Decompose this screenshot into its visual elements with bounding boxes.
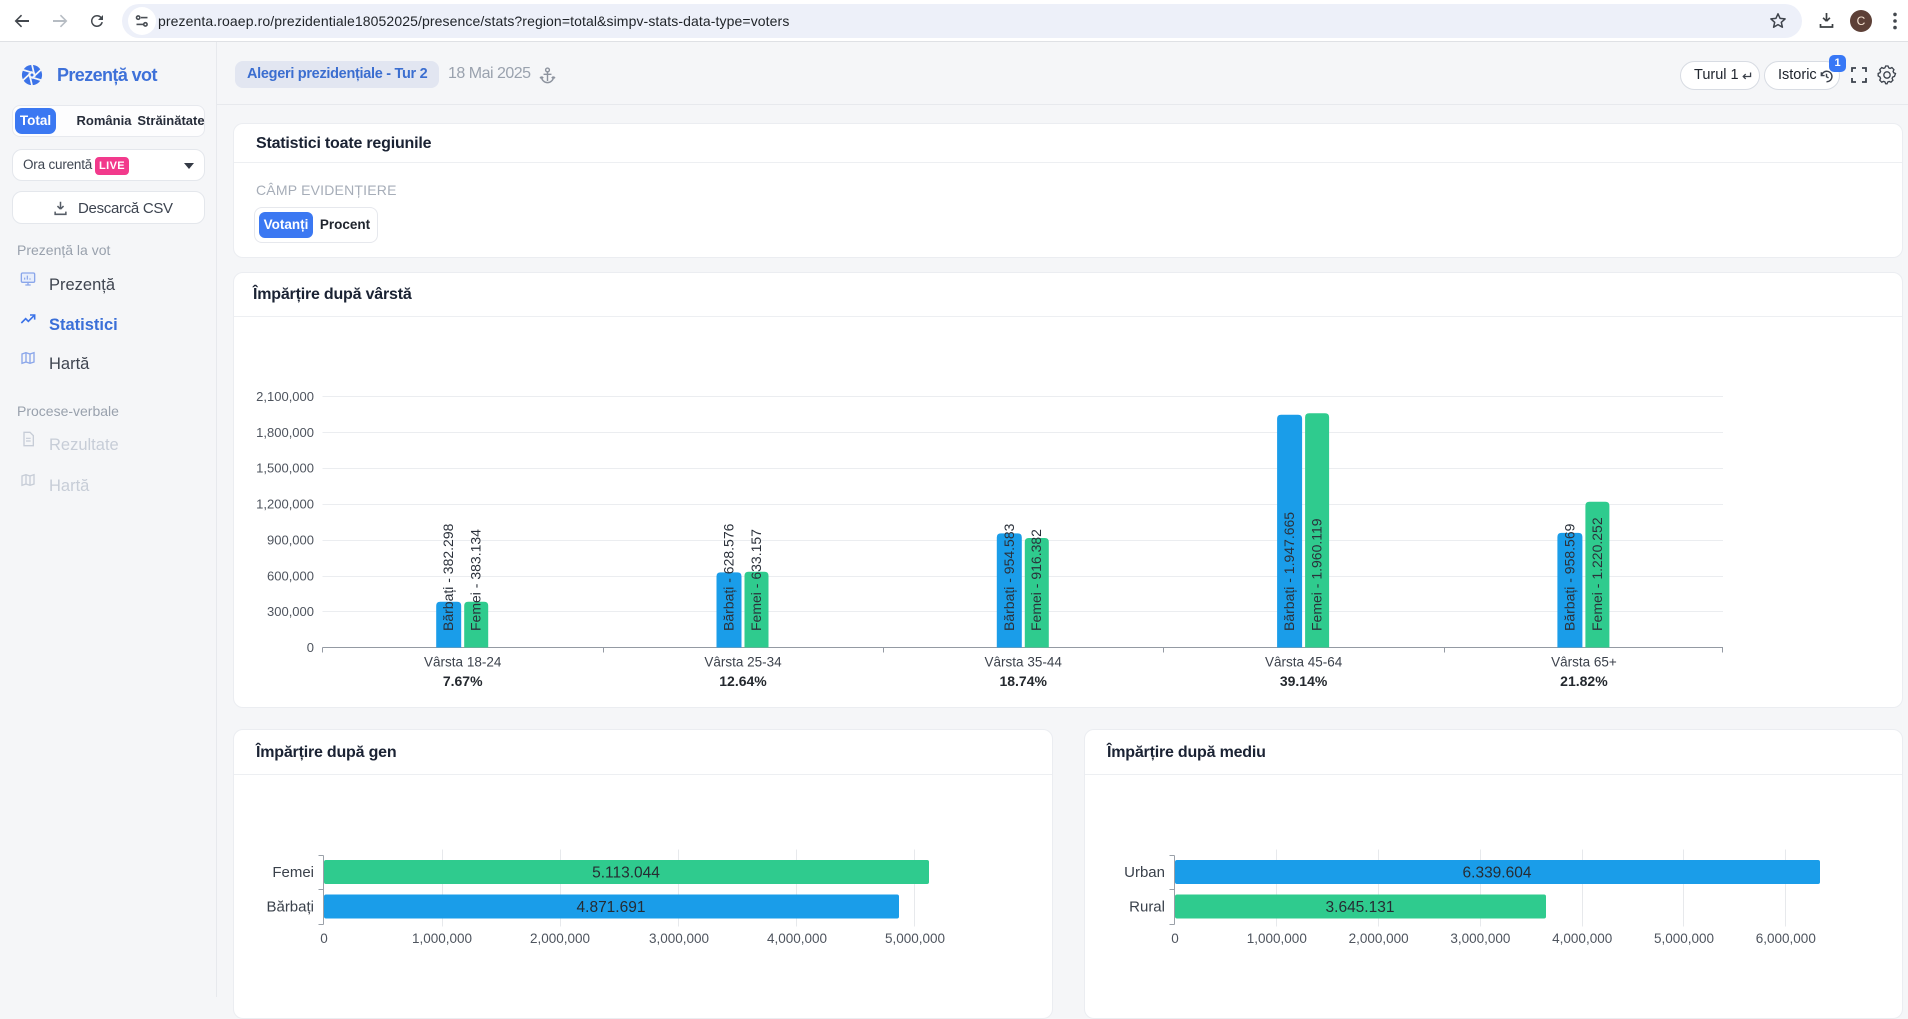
svg-text:Femei - 1.220.252: Femei - 1.220.252 xyxy=(1589,517,1605,631)
svg-text:Urban: Urban xyxy=(1124,864,1165,881)
svg-text:0: 0 xyxy=(320,931,328,946)
svg-text:Femei - 916.382: Femei - 916.382 xyxy=(1028,529,1044,631)
svg-text:Femei - 383.134: Femei - 383.134 xyxy=(468,529,484,631)
svg-text:1,500,000: 1,500,000 xyxy=(256,461,314,476)
svg-text:5,000,000: 5,000,000 xyxy=(1654,931,1714,946)
svg-text:1,000,000: 1,000,000 xyxy=(412,931,472,946)
svg-text:900,000: 900,000 xyxy=(267,532,314,547)
svg-text:Bărbați - 954.583: Bărbați - 954.583 xyxy=(1001,523,1017,631)
svg-text:4.871.691: 4.871.691 xyxy=(577,899,646,916)
svg-text:5.113.044: 5.113.044 xyxy=(592,865,660,882)
svg-text:4,000,000: 4,000,000 xyxy=(1552,931,1612,946)
svg-text:5,000,000: 5,000,000 xyxy=(885,931,945,946)
svg-text:3,000,000: 3,000,000 xyxy=(1450,931,1510,946)
svg-text:6.339.604: 6.339.604 xyxy=(1463,865,1532,882)
svg-text:4,000,000: 4,000,000 xyxy=(767,931,827,946)
svg-text:300,000: 300,000 xyxy=(267,604,314,619)
svg-text:Bărbați - 958.569: Bărbați - 958.569 xyxy=(1561,523,1577,631)
svg-text:2,000,000: 2,000,000 xyxy=(530,931,590,946)
svg-text:Femei - 633.157: Femei - 633.157 xyxy=(748,529,764,631)
svg-text:1,000,000: 1,000,000 xyxy=(1247,931,1307,946)
svg-text:6,000,000: 6,000,000 xyxy=(1756,931,1816,946)
svg-text:2,000,000: 2,000,000 xyxy=(1349,931,1409,946)
svg-text:Vârsta 45-64: Vârsta 45-64 xyxy=(1265,655,1343,670)
svg-text:Vârsta 25-34: Vârsta 25-34 xyxy=(704,655,782,670)
svg-text:Rural: Rural xyxy=(1129,899,1165,916)
svg-text:Femei: Femei xyxy=(272,864,314,881)
svg-text:2,100,000: 2,100,000 xyxy=(256,389,314,404)
svg-text:0: 0 xyxy=(1171,931,1179,946)
svg-text:600,000: 600,000 xyxy=(267,568,314,583)
svg-text:Vârsta 35-44: Vârsta 35-44 xyxy=(985,655,1063,670)
svg-text:Bărbați: Bărbați xyxy=(266,899,314,916)
svg-text:Vârsta 18-24: Vârsta 18-24 xyxy=(424,655,502,670)
svg-text:0: 0 xyxy=(307,640,314,655)
svg-text:Bărbați - 628.576: Bărbați - 628.576 xyxy=(721,523,737,631)
svg-text:3,000,000: 3,000,000 xyxy=(649,931,709,946)
svg-text:Vârsta 65+: Vârsta 65+ xyxy=(1551,655,1617,670)
svg-text:Femei - 1.960.119: Femei - 1.960.119 xyxy=(1309,518,1325,631)
svg-text:1,200,000: 1,200,000 xyxy=(256,497,314,512)
svg-text:12.64%: 12.64% xyxy=(719,673,767,689)
svg-text:1,800,000: 1,800,000 xyxy=(256,425,314,440)
svg-text:7.67%: 7.67% xyxy=(443,673,483,689)
svg-text:18.74%: 18.74% xyxy=(999,673,1047,689)
svg-text:3.645.131: 3.645.131 xyxy=(1326,899,1395,916)
svg-text:39.14%: 39.14% xyxy=(1280,673,1328,689)
svg-text:Bărbați - 1.947.665: Bărbați - 1.947.665 xyxy=(1281,512,1297,631)
svg-text:Bărbați - 382.298: Bărbați - 382.298 xyxy=(440,523,456,631)
svg-text:21.82%: 21.82% xyxy=(1560,673,1608,689)
